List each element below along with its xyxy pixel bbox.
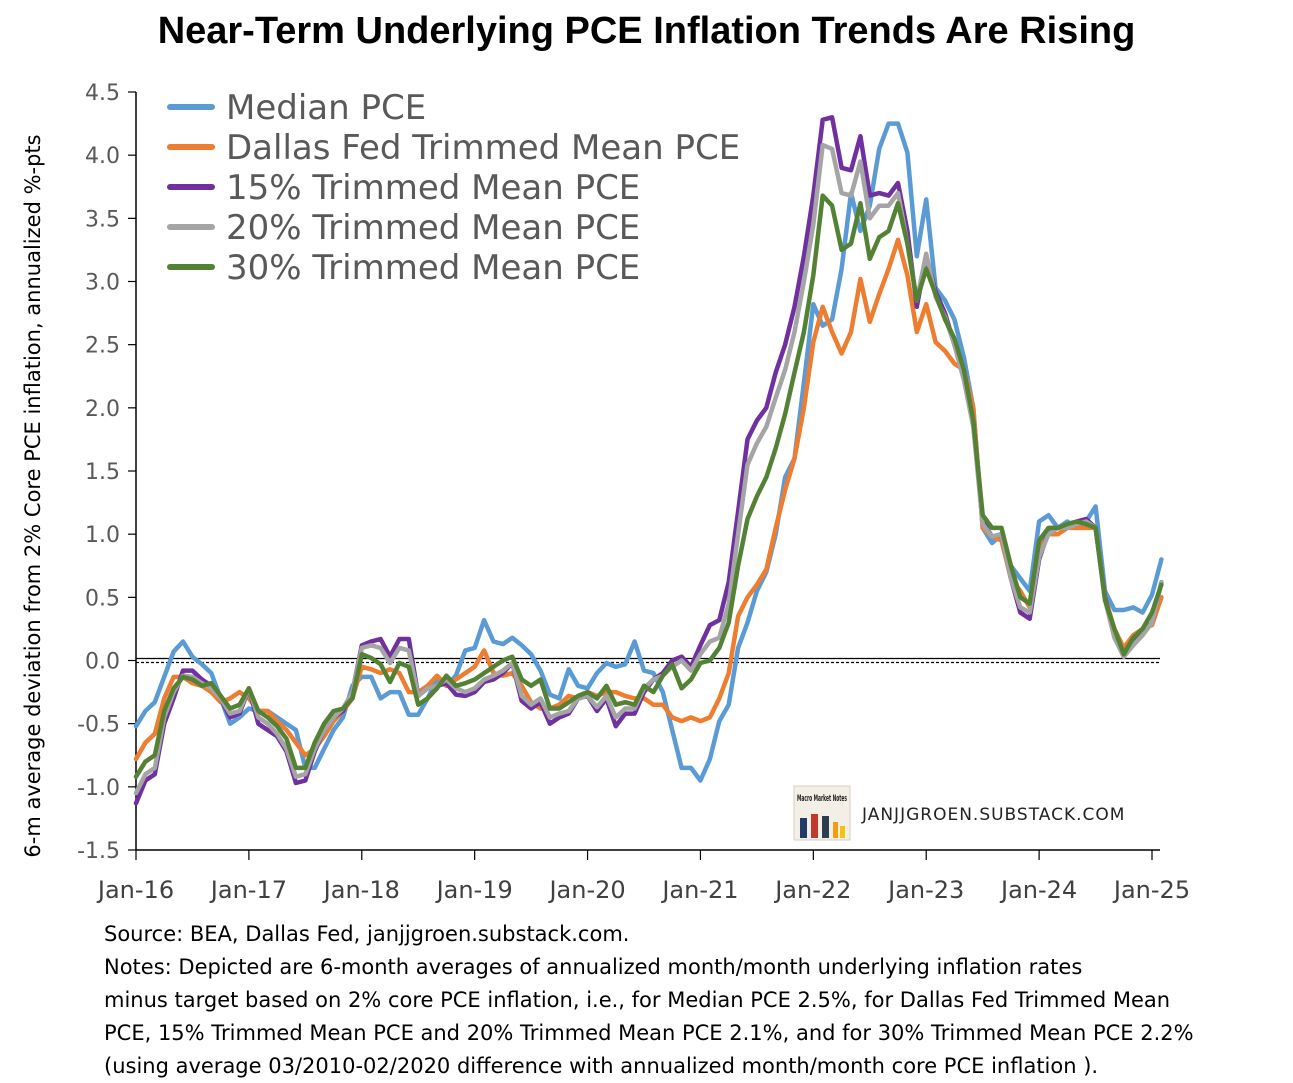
y-tick-label: -1.5 (77, 839, 120, 864)
logo-bar-icon (833, 822, 838, 838)
axes: 4.5 4.0 3.5 3.0 2.5 2.0 1.5 1.0 0.5 0.0 -0.5 -1.0 -1… (77, 81, 1190, 904)
x-tick-label: Jan-21 (660, 876, 738, 904)
y-tick-label: 1.5 (85, 460, 120, 485)
notes-line-1: Notes: Depicted are 6-month averages of … (104, 955, 1083, 979)
notes-line-3: PCE, 15% Trimmed Mean PCE and 20% Trimme… (104, 1021, 1194, 1045)
y-tick-label: 3.5 (85, 207, 120, 232)
y-tick-label: -1.0 (77, 776, 120, 801)
macro-market-notes-logo: Macro Market Notes (793, 785, 851, 841)
y-tick-label: 4.0 (85, 144, 120, 169)
logo-figure-icon (822, 816, 829, 838)
series-lines (133, 115, 1164, 806)
legend-label: 30% Trimmed Mean PCE (226, 248, 640, 288)
x-tick-label: Jan-20 (547, 876, 625, 904)
logo-figure-icon (811, 814, 818, 838)
x-tick-label: Jan-16 (96, 876, 174, 904)
x-tick-label: Jan-22 (773, 876, 851, 904)
legend-label: Median PCE (226, 88, 426, 128)
y-axis-label: 6-m average deviation from 2% Core PCE i… (21, 134, 45, 857)
series-line-20-trimmed-mean-pce (133, 142, 1164, 796)
x-tick-label: Jan-25 (1112, 876, 1190, 904)
y-tick-label: 0.5 (85, 586, 120, 611)
x-tick-label: Jan-19 (435, 876, 513, 904)
legend-label: Dallas Fed Trimmed Mean PCE (226, 128, 740, 168)
x-tick-label: Jan-18 (322, 876, 400, 904)
x-tick-label: Jan-23 (886, 876, 964, 904)
x-tick-label: Jan-17 (209, 876, 287, 904)
logo-figure-icon (800, 818, 807, 838)
y-tick-label: 2.0 (85, 397, 120, 422)
notes-line-2: minus target based on 2% core PCE inflat… (104, 988, 1171, 1012)
y-tick-label: -0.5 (77, 713, 120, 738)
logo-text: Macro Market Notes (797, 794, 847, 804)
logo-bar-icon (840, 826, 845, 838)
y-tick-label: 1.0 (85, 523, 120, 548)
y-tick-label: 3.0 (85, 271, 120, 296)
source-line: Source: BEA, Dallas Fed, janjjgroen.subs… (104, 922, 630, 946)
y-tick-label: 2.5 (85, 334, 120, 359)
y-tick-label: 4.5 (85, 81, 120, 106)
watermark-site: JANJJGROEN.SUBSTACK.COM (861, 805, 1125, 825)
x-tick-label: Jan-24 (999, 876, 1077, 904)
legend-label: 15% Trimmed Mean PCE (226, 168, 640, 208)
y-tick-label: 0.0 (85, 650, 120, 675)
watermark: Macro Market Notes JANJJGROEN.SUBSTACK.C… (793, 785, 1125, 841)
legend-label: 20% Trimmed Mean PCE (226, 208, 640, 248)
notes: Source: BEA, Dallas Fed, janjjgroen.subs… (104, 918, 1289, 1083)
y-axis-label-group: 6-m average deviation from 2% Core PCE i… (21, 134, 45, 857)
series-line-30-trimmed-mean-pce (133, 193, 1164, 779)
chart-title: Near-Term Underlying PCE Inflation Trend… (157, 10, 1136, 52)
notes-line-4: (using average 03/2010-02/2020 differenc… (104, 1054, 1099, 1078)
